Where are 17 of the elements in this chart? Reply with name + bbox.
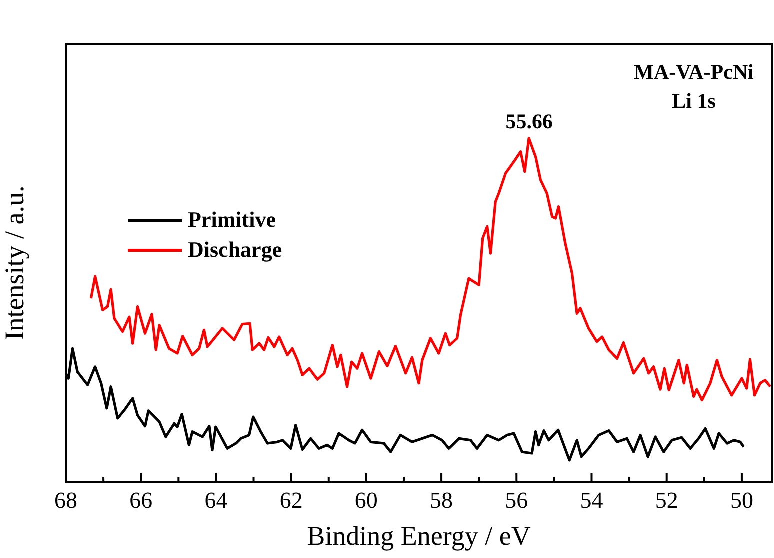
- x-tick-label: 66: [130, 488, 153, 513]
- x-tick-label: 64: [204, 488, 228, 513]
- text: Li 1s: [672, 89, 716, 113]
- x-tick-label: 50: [730, 488, 754, 513]
- text: MA-VA-PcNi: [634, 60, 754, 84]
- y-axis-title: Intensity / a.u.: [0, 186, 30, 340]
- x-tick-label: 56: [505, 488, 528, 513]
- x-tick-label: 58: [430, 488, 454, 513]
- x-tick-label: 68: [54, 488, 78, 513]
- legend-label: Discharge: [188, 237, 282, 263]
- x-tick-label: 54: [580, 488, 604, 513]
- legend-label: Primitive: [188, 207, 276, 233]
- x-tick-label: 60: [354, 488, 378, 513]
- annotation: 55.66: [506, 109, 554, 134]
- x-tick-label: 62: [280, 488, 303, 513]
- x-axis-title: Binding Energy / eV: [307, 520, 532, 551]
- x-tick-label: 52: [655, 488, 678, 513]
